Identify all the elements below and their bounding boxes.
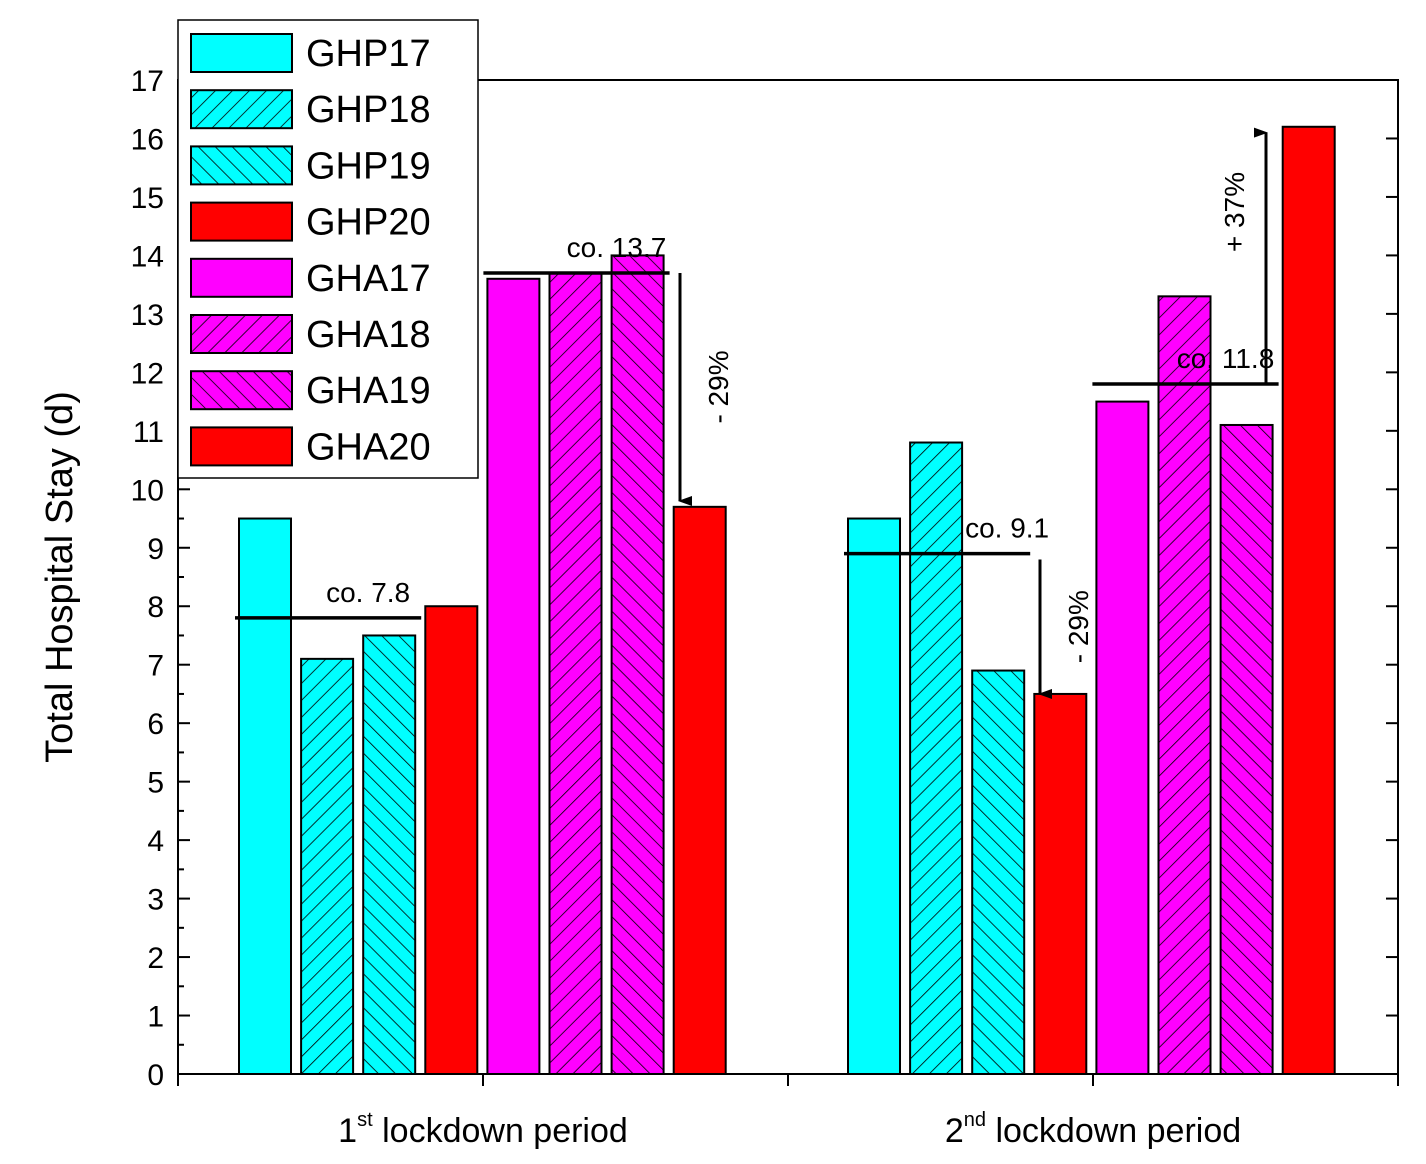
y-tick-label: 14: [131, 240, 164, 273]
reference-label: co. 9.1: [965, 513, 1049, 544]
y-tick-label: 13: [131, 299, 164, 332]
change-label: + 37%: [1219, 172, 1250, 252]
legend-swatch: [190, 370, 293, 411]
y-tick-label: 4: [147, 825, 164, 858]
y-tick-label: 9: [147, 533, 164, 566]
bar-gha20-2: [1281, 125, 1336, 1075]
legend-swatch: [190, 257, 293, 298]
bar-gha19-2: [1219, 423, 1274, 1076]
bar-ghp18-1: [300, 657, 355, 1075]
legend-swatch: [190, 89, 293, 130]
bar-ghp18-2: [909, 441, 964, 1075]
y-tick-label: 1: [147, 1001, 164, 1034]
bar-ghp19-2: [971, 669, 1026, 1075]
change-label: - 29%: [703, 350, 734, 423]
y-tick-label: 8: [147, 591, 164, 624]
y-tick-label: 0: [147, 1059, 164, 1092]
y-tick-label: 15: [131, 182, 164, 215]
legend-label: GHP19: [306, 145, 431, 187]
change-label: - 29%: [1063, 590, 1094, 663]
y-axis-title: Total Hospital Stay (d): [39, 391, 81, 763]
bar-ghp20-2: [1033, 692, 1088, 1075]
bar-gha20-1: [672, 505, 727, 1076]
legend-label: GHP20: [306, 202, 431, 244]
bars: [238, 125, 1336, 1076]
bar-gha19-1: [610, 254, 665, 1076]
bar-ghp20-1: [424, 605, 479, 1075]
legend-label: GHA19: [306, 370, 431, 412]
legend-swatch: [190, 145, 293, 186]
legend-swatch: [190, 33, 293, 73]
y-tick-label: 7: [147, 650, 164, 683]
bar-ghp17-2: [847, 517, 901, 1075]
x-category-label: 2nd lockdown period: [945, 1109, 1241, 1150]
bar-gha18-2: [1157, 295, 1212, 1075]
y-tick-label: 3: [147, 884, 164, 917]
y-tick-label: 17: [131, 65, 164, 98]
legend-label: GHP18: [306, 89, 431, 131]
y-tick-label: 16: [131, 123, 164, 156]
legend-label: GHA20: [306, 426, 431, 468]
legend-swatch: [190, 201, 293, 242]
bar-gha17-1: [486, 277, 541, 1075]
y-tick-label: 6: [147, 708, 164, 741]
legend-label: GHP17: [306, 33, 431, 75]
legend-label: GHA18: [306, 314, 431, 356]
reference-label: co. 13.7: [567, 232, 667, 263]
y-tick-label: 12: [131, 357, 164, 390]
bar-ghp17-1: [238, 517, 292, 1075]
legend-swatch: [190, 426, 293, 467]
y-tick-label: 5: [147, 767, 164, 800]
reference-label: co. 11.8: [1177, 343, 1275, 374]
x-category-label: 1st lockdown period: [338, 1109, 628, 1150]
reference-label: co. 7.8: [326, 577, 410, 608]
legend-swatch: [190, 314, 293, 354]
legend: GHP17 GHP18 GHP19 GHP20 GHA17 GHA18 GHA19 GHA20: [177, 19, 479, 479]
y-tick-label: 10: [131, 474, 164, 507]
bar-gha18-1: [548, 271, 603, 1075]
bar-ghp19-1: [362, 634, 417, 1075]
y-tick-label: 2: [147, 942, 164, 975]
bar-gha17-2: [1095, 400, 1150, 1075]
x-axis: 1st lockdown period 2nd lockdown period: [177, 1074, 1399, 1150]
annotations: co. 7.8 co. 13.7 co. 9.1 co. 11.8 - 29% - 29%…: [235, 127, 1279, 699]
y-tick-label: 11: [133, 416, 164, 449]
legend-label: GHA17: [306, 258, 431, 300]
